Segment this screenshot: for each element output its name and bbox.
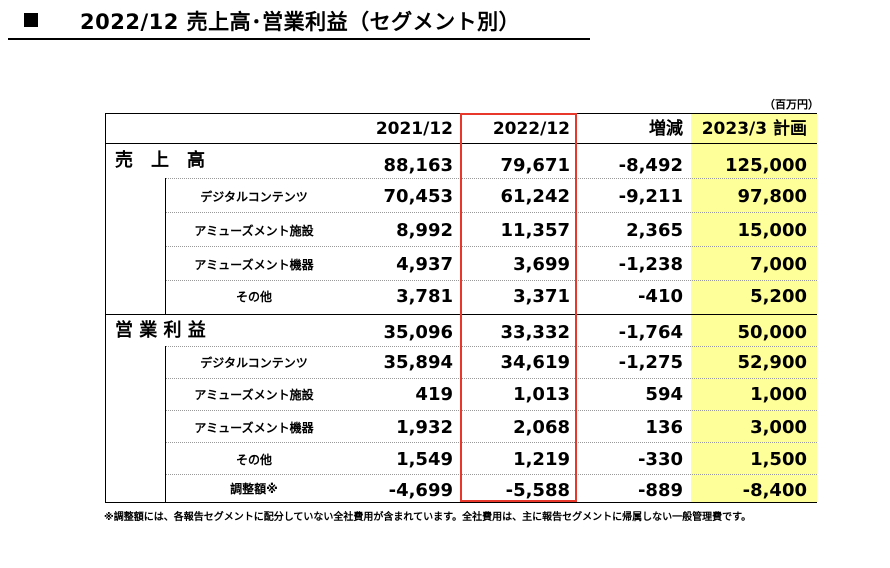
column-header-plan: 2023/3 計画 — [701, 119, 807, 139]
table-cell: 97,800 — [737, 186, 807, 207]
row-label: その他 — [235, 290, 272, 304]
table-cell: 1,013 — [513, 384, 570, 405]
table-cell: -8,400 — [742, 480, 807, 501]
table-cell: 70,453 — [383, 186, 453, 207]
column-header-2022: 2022/12 — [492, 119, 570, 139]
table-cell: 4,937 — [396, 254, 453, 275]
table-cell: -5,588 — [505, 480, 570, 501]
label-inner-border — [165, 178, 166, 314]
table-cell: 1,219 — [513, 449, 570, 470]
row-label: その他 — [235, 453, 272, 467]
table-cell: -330 — [637, 449, 683, 470]
table-cell: 3,699 — [513, 254, 570, 275]
row-divider — [165, 378, 817, 379]
table-cell: 50,000 — [737, 322, 807, 343]
table-cell: -1,764 — [618, 322, 683, 343]
title-bar: 2022/12 売上高･営業利益（セグメント別） — [8, 6, 590, 40]
unit-label: （百万円） — [764, 98, 819, 111]
table-cell: -410 — [637, 286, 683, 307]
table-cell: 79,671 — [500, 155, 570, 176]
label-inner-border — [165, 346, 166, 502]
table-cell: 125,000 — [725, 155, 807, 176]
table-cell: 3,371 — [513, 286, 570, 307]
table-cell: -9,211 — [618, 186, 683, 207]
row-divider — [165, 442, 817, 443]
table-cell: 15,000 — [737, 220, 807, 241]
plan-column-highlight — [691, 113, 817, 502]
table-cell: -889 — [637, 480, 683, 501]
page-title: 2022/12 売上高･営業利益（セグメント別） — [80, 10, 521, 34]
footnote: ※調整額には、各報告セグメントに配分していない全社費用が含まれています。全社費用… — [104, 512, 752, 523]
column-header-2021: 2021/12 — [375, 119, 453, 139]
table-cell: 11,357 — [500, 220, 570, 241]
table-cell: 3,781 — [396, 286, 453, 307]
row-divider — [165, 280, 817, 281]
segment-table: 2021/12 2022/12 増減 2023/3 計画 売 上 高 88,16… — [105, 113, 817, 503]
table-cell: -8,492 — [618, 155, 683, 176]
table-cell: 1,500 — [750, 449, 807, 470]
row-label: アミューズメント機器 — [194, 258, 314, 272]
table-cell: 1,000 — [750, 384, 807, 405]
row-label: デジタルコンテンツ — [200, 190, 308, 204]
row-divider — [165, 474, 817, 475]
row-divider — [165, 178, 817, 179]
section-label-sales: 売 上 高 — [115, 150, 205, 171]
section-label-operating-profit: 営 業 利 益 — [115, 320, 206, 341]
table-cell: 1,932 — [396, 417, 453, 438]
table-cell: 88,163 — [383, 155, 453, 176]
current-period-highlight-box — [460, 113, 577, 502]
table-cell: 35,096 — [383, 322, 453, 343]
table-cell: 33,332 — [500, 322, 570, 343]
table-cell: 7,000 — [750, 254, 807, 275]
table-cell: 594 — [645, 384, 683, 405]
row-label: 調整額※ — [230, 482, 278, 496]
row-divider — [165, 246, 817, 247]
table-cell: 61,242 — [500, 186, 570, 207]
table-cell: 2,068 — [513, 417, 570, 438]
table-left-border — [105, 113, 106, 502]
table-cell: 419 — [415, 384, 453, 405]
column-header-change: 増減 — [649, 119, 683, 139]
table-cell: 52,900 — [737, 352, 807, 373]
row-label: デジタルコンテンツ — [200, 356, 308, 370]
table-bottom-border — [105, 502, 817, 503]
table-cell: 136 — [645, 417, 683, 438]
row-label: アミューズメント施設 — [194, 224, 314, 238]
table-cell: 2,365 — [626, 220, 683, 241]
table-cell: 34,619 — [500, 352, 570, 373]
row-label: アミューズメント施設 — [194, 388, 314, 402]
table-cell: -1,275 — [618, 352, 683, 373]
table-cell: 35,894 — [383, 352, 453, 373]
row-divider — [165, 212, 817, 213]
title-marker-icon — [24, 13, 38, 27]
row-divider — [165, 410, 817, 411]
table-cell: -4,699 — [388, 480, 453, 501]
table-cell: -1,238 — [618, 254, 683, 275]
table-cell: 8,992 — [396, 220, 453, 241]
table-cell: 5,200 — [750, 286, 807, 307]
table-cell: 1,549 — [396, 449, 453, 470]
table-cell: 3,000 — [750, 417, 807, 438]
row-divider — [165, 346, 817, 347]
row-label: アミューズメント機器 — [194, 421, 314, 435]
